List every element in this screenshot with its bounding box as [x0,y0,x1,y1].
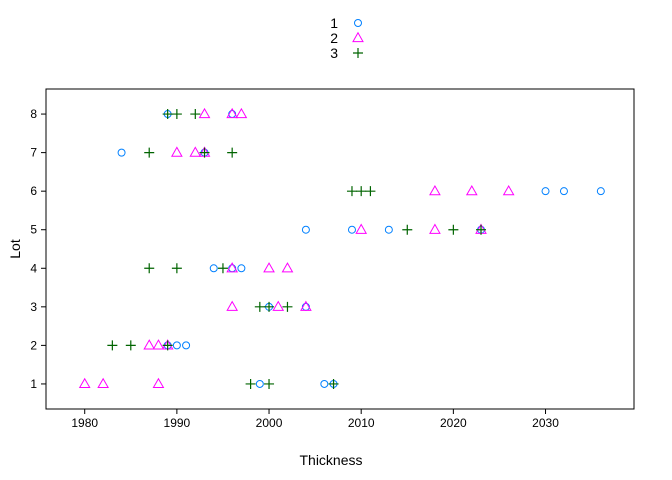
data-point [144,263,155,274]
data-point [255,379,264,388]
data-point [199,147,210,158]
data-point [596,187,605,196]
x-tick-label: 2010 [348,416,375,430]
y-tick-label: 6 [30,184,37,198]
legend-label: 1 [330,15,338,31]
data-point [143,339,156,350]
y-axis-label: Lot [7,239,23,259]
series-3 [107,109,487,389]
y-tick-label: 3 [30,300,37,314]
data-point [476,224,487,235]
data-point [237,264,246,273]
x-tick-label: 2000 [256,416,283,430]
data-point [402,224,413,235]
legend: 123 [330,15,364,61]
data-point [198,107,211,119]
data-point [429,223,441,234]
data-point [541,187,550,196]
legend-marker [353,48,363,58]
legend-label: 2 [330,30,338,46]
data-point [346,186,357,197]
plot-area-frame [45,88,635,410]
data-point [272,300,285,311]
data-point [227,147,238,158]
data-point [502,184,515,196]
data-point [300,300,312,311]
data-point [171,263,182,274]
data-point [162,340,173,351]
data-point [209,264,218,273]
y-axis: 1 2 3 4 5 6 7 8 [30,107,46,391]
x-tick-label: 1990 [164,416,191,430]
x-tick-label: 2030 [532,416,559,430]
data-point [162,109,173,120]
series-2 [78,107,515,389]
legend-item-3: 3 [330,45,363,61]
data-point [107,340,118,351]
legend-marker [352,31,364,43]
data-point [226,300,239,311]
data-point [254,301,265,312]
data-point [171,146,183,157]
data-point [263,262,275,273]
x-axis-label: Thickness [299,452,362,468]
x-tick-label: 2020 [440,416,467,430]
data-point [226,262,239,273]
data-point [282,301,293,312]
data-point [355,223,368,234]
legend-marker [354,19,362,27]
legend-item-1: 1 [330,15,362,31]
data-point [301,225,310,234]
y-tick-label: 5 [30,223,37,237]
y-tick-label: 7 [30,146,37,160]
data-point [152,377,165,389]
data-point [365,186,376,197]
data-point [190,109,201,120]
y-tick-label: 8 [30,107,37,121]
data-point [448,224,459,235]
data-point [171,109,182,120]
data-point [125,340,136,351]
data-point [245,378,256,389]
data-point [356,186,367,197]
data-point [182,341,191,350]
legend-label: 3 [330,45,338,61]
data-point [429,184,441,196]
data-point [189,146,202,157]
y-tick-label: 2 [30,338,37,352]
data-point [559,187,568,196]
y-tick-label: 4 [30,261,37,275]
legend-item-2: 2 [330,30,364,46]
y-tick-label: 1 [30,377,37,391]
data-point [384,225,393,234]
data-point [152,339,165,350]
data-point [235,107,248,119]
data-point [97,377,110,389]
data-point [281,262,294,273]
data-point [117,148,126,157]
data-point [78,377,91,389]
series-1 [117,110,605,388]
data-point [226,107,239,119]
x-axis: 1980 1990 2000 2010 2020 2030 [71,409,559,430]
data-point [217,263,228,274]
data-point [144,147,155,158]
data-point [264,378,275,389]
x-tick-label: 1980 [71,416,98,430]
data-point [328,378,339,389]
data-point [465,184,478,196]
data-point [264,301,275,312]
data-point [347,225,356,234]
data-point [320,379,329,388]
data-point [172,341,181,350]
data-points [78,107,605,389]
